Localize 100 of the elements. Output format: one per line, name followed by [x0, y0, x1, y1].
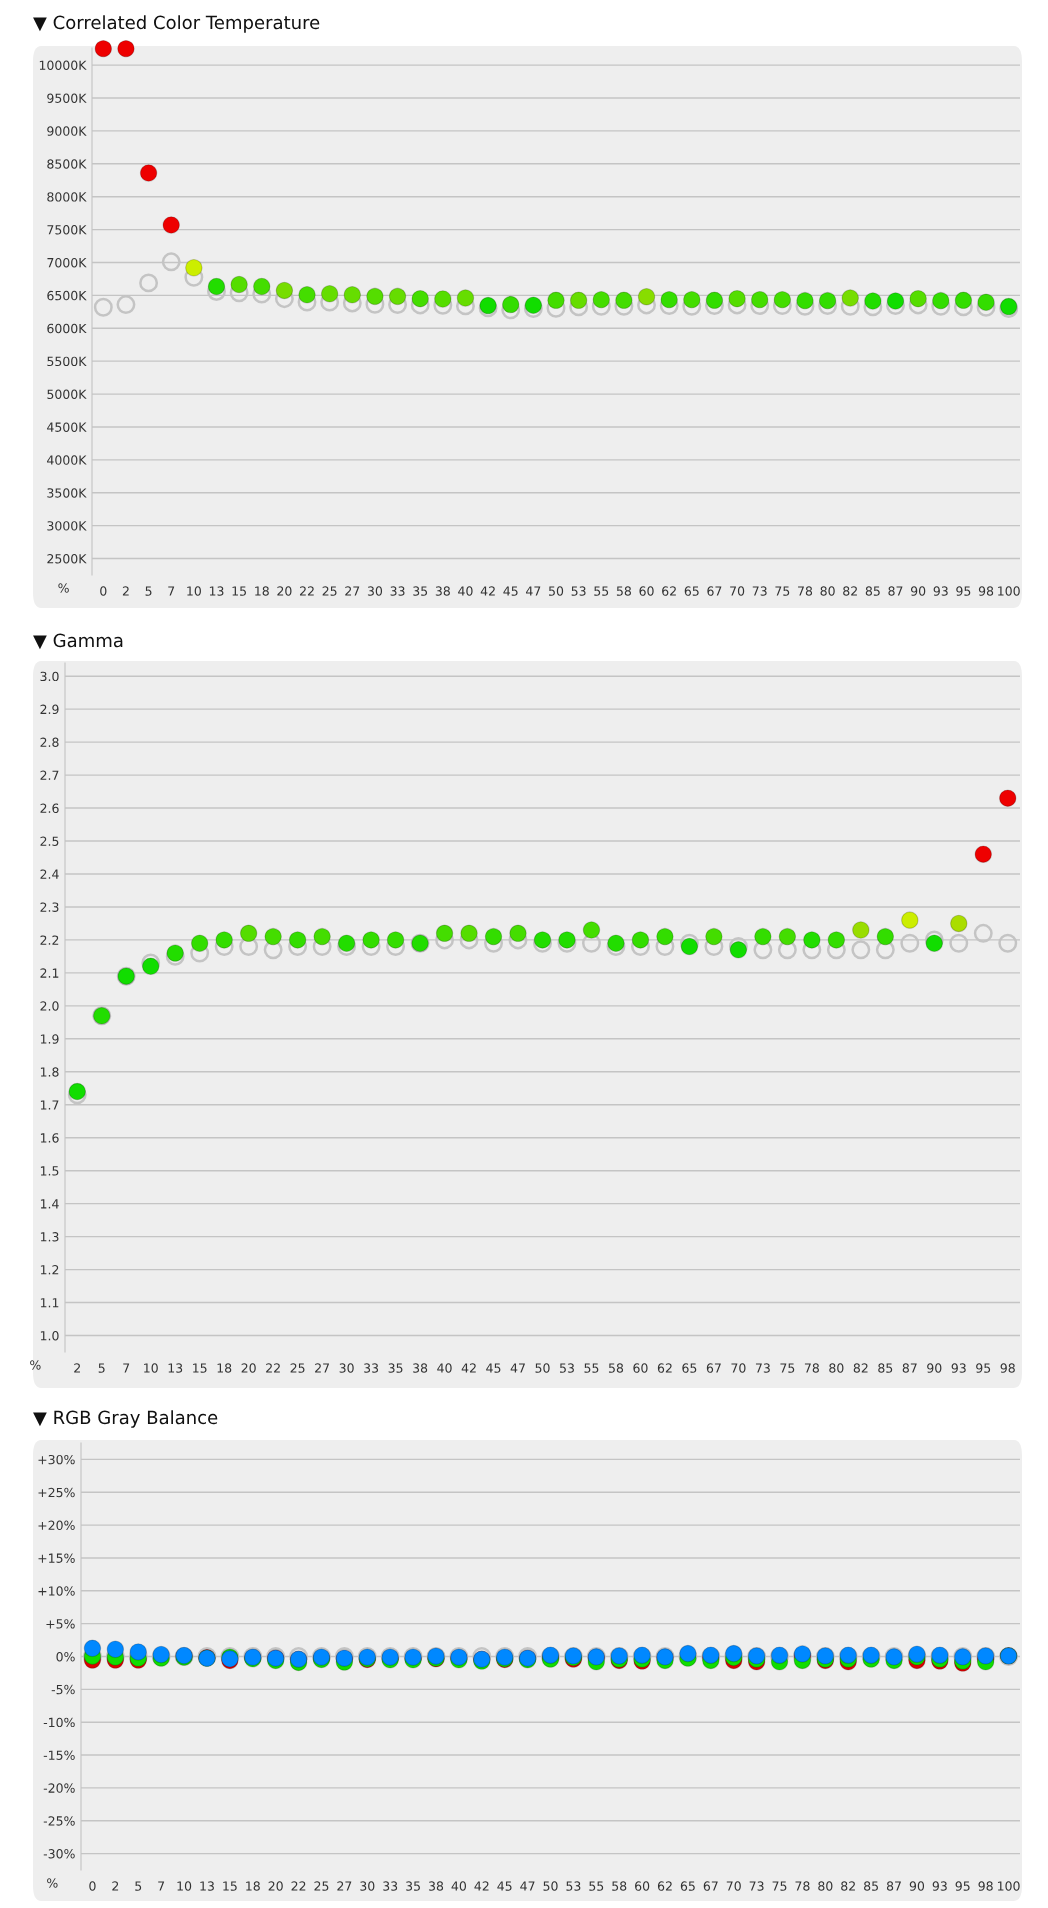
- x-tick-label: 22: [299, 586, 314, 596]
- x-tick-label: 7: [123, 1363, 130, 1373]
- y-tick-label: 1.4: [40, 1199, 59, 1209]
- x-tick-label: 18: [246, 1881, 260, 1891]
- x-tick-label: 5: [135, 1881, 142, 1891]
- x-tick-label: 93: [951, 1363, 966, 1373]
- y-tick-label: 2.1: [40, 968, 59, 978]
- x-tick-label: 62: [662, 586, 676, 596]
- x-axis-title: %: [58, 583, 69, 593]
- x-tick-label: 15: [193, 1363, 207, 1373]
- y-tick-label: 2.0: [40, 1001, 59, 1011]
- x-tick-label: 80: [820, 586, 835, 596]
- x-tick-label: 0: [100, 586, 107, 596]
- y-tick-label: +25%: [38, 1487, 75, 1498]
- y-tick-label: 4500K: [47, 422, 87, 432]
- x-tick-label: 18: [217, 1363, 232, 1373]
- x-tick-label: 13: [168, 1363, 183, 1373]
- x-tick-label: 58: [608, 1363, 624, 1373]
- x-tick-label: 38: [428, 1881, 444, 1891]
- x-tick-label: 38: [413, 1363, 428, 1373]
- y-tick-label: +15%: [38, 1553, 75, 1563]
- x-tick-label: 2: [112, 1881, 119, 1891]
- x-tick-label: 80: [829, 1363, 844, 1373]
- x-tick-label: 50: [543, 1881, 558, 1891]
- x-tick-label: 95: [976, 1363, 991, 1373]
- y-tick-label: 9500K: [47, 93, 87, 103]
- x-tick-label: 95: [955, 1881, 970, 1891]
- x-tick-label: 70: [730, 586, 745, 596]
- x-tick-label: 100: [997, 1881, 1020, 1891]
- x-tick-label: 67: [707, 586, 722, 596]
- x-tick-label: 62: [657, 1881, 672, 1891]
- y-tick-label: 2500K: [47, 554, 87, 564]
- x-tick-label: 20: [277, 586, 292, 596]
- y-tick-label: 1.9: [40, 1034, 59, 1044]
- y-tick-label: 2.7: [40, 770, 59, 780]
- x-tick-label: 62: [657, 1363, 672, 1373]
- x-tick-label: 35: [413, 586, 428, 596]
- x-tick-label: 65: [682, 1363, 697, 1373]
- x-tick-label: 33: [364, 1363, 379, 1373]
- x-tick-label: 55: [589, 1881, 604, 1891]
- y-tick-label: +5%: [46, 1619, 75, 1629]
- x-tick-label: 45: [486, 1363, 501, 1373]
- chart-title: ▼ Correlated Color Temperature: [33, 15, 320, 33]
- x-tick-label: 55: [594, 586, 609, 596]
- x-tick-label: 18: [255, 586, 269, 596]
- y-tick-label: 2.2: [40, 935, 59, 945]
- y-tick-label: -25%: [43, 1816, 75, 1826]
- y-tick-label: -15%: [43, 1750, 75, 1760]
- x-tick-label: 50: [535, 1363, 550, 1373]
- x-tick-label: 40: [451, 1881, 467, 1891]
- x-tick-label: 85: [878, 1363, 893, 1373]
- x-tick-label: 40: [458, 586, 473, 596]
- y-tick-label: 4000K: [47, 455, 87, 465]
- x-tick-label: 50: [549, 586, 564, 596]
- y-tick-label: 1.8: [40, 1067, 59, 1077]
- y-tick-label: 1.5: [40, 1166, 59, 1176]
- x-tick-label: 73: [752, 586, 767, 596]
- x-tick-label: 10: [144, 1363, 158, 1373]
- y-tick-label: 6500K: [47, 290, 87, 301]
- x-tick-label: 98: [978, 1881, 993, 1891]
- x-axis-title: %: [47, 1878, 58, 1888]
- x-tick-label: 75: [775, 586, 790, 596]
- x-tick-label: 58: [612, 1881, 627, 1891]
- x-tick-label: 47: [510, 1363, 525, 1373]
- x-tick-label: 65: [680, 1881, 695, 1891]
- y-tick-label: 3000K: [47, 521, 87, 531]
- x-tick-label: 25: [322, 586, 337, 596]
- x-tick-label: 53: [571, 586, 586, 596]
- y-tick-label: 6000K: [47, 323, 87, 334]
- x-tick-label: 47: [526, 586, 541, 596]
- x-tick-label: 78: [798, 586, 813, 596]
- x-tick-label: 15: [232, 586, 246, 596]
- x-tick-label: 75: [780, 1363, 795, 1373]
- x-tick-label: 35: [406, 1881, 420, 1891]
- y-tick-label: -20%: [43, 1783, 75, 1793]
- x-tick-label: 15: [223, 1881, 237, 1891]
- x-tick-label: 22: [266, 1363, 280, 1373]
- x-tick-label: 73: [755, 1363, 770, 1373]
- x-tick-label: 75: [772, 1881, 787, 1891]
- y-tick-label: +10%: [38, 1586, 75, 1596]
- x-tick-label: 70: [731, 1363, 746, 1373]
- x-tick-label: 10: [177, 1881, 192, 1891]
- x-tick-label: 13: [209, 586, 224, 596]
- y-tick-label: 1.7: [40, 1100, 59, 1110]
- x-tick-label: 100: [998, 586, 1020, 596]
- y-tick-label: 2.3: [40, 902, 59, 912]
- y-tick-label: 5000K: [47, 389, 87, 399]
- x-tick-label: 90: [927, 1363, 942, 1373]
- chart-title: ▼ RGB Gray Balance: [33, 1410, 218, 1428]
- x-tick-label: 55: [584, 1363, 599, 1373]
- x-tick-label: 42: [461, 1363, 476, 1373]
- y-tick-label: 2.5: [40, 836, 59, 846]
- x-tick-label: 2: [122, 586, 129, 596]
- x-tick-label: 30: [339, 1363, 354, 1373]
- x-tick-label: 40: [437, 1363, 452, 1373]
- x-tick-label: 33: [383, 1881, 398, 1891]
- x-tick-label: 67: [703, 1881, 718, 1891]
- x-tick-label: 30: [360, 1881, 375, 1891]
- x-tick-label: 60: [635, 1881, 650, 1891]
- x-tick-label: 87: [886, 1881, 901, 1891]
